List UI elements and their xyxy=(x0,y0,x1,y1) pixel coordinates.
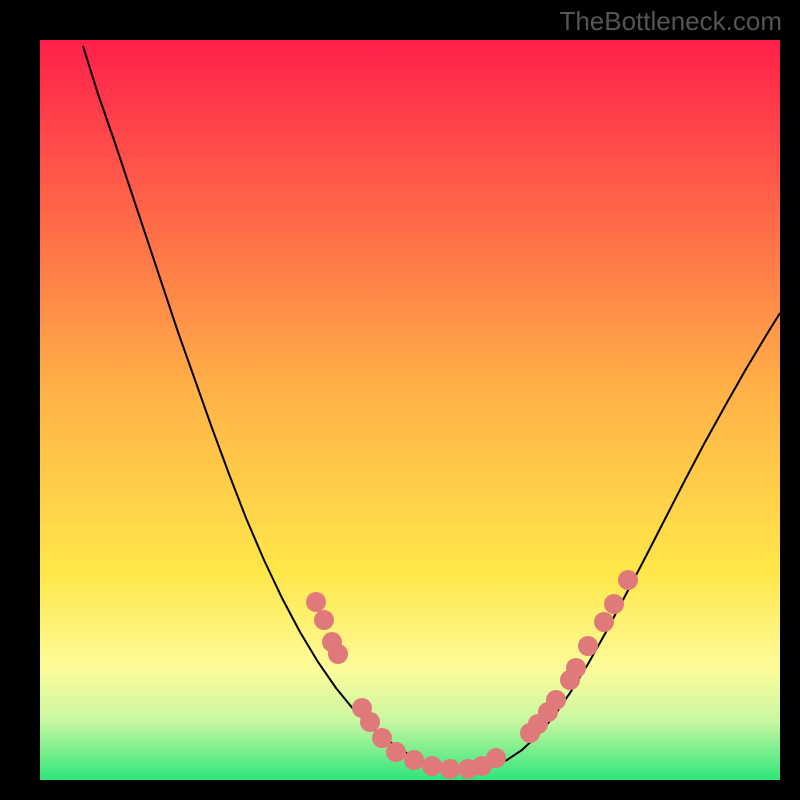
data-marker xyxy=(440,759,460,779)
data-marker xyxy=(566,658,586,678)
data-marker xyxy=(618,570,638,590)
bottleneck-curve xyxy=(83,46,780,770)
data-marker xyxy=(578,636,598,656)
data-marker xyxy=(386,742,406,762)
curve-svg xyxy=(40,40,780,780)
data-marker xyxy=(594,612,614,632)
data-marker xyxy=(486,748,506,768)
data-marker xyxy=(314,610,334,630)
data-marker xyxy=(422,756,442,776)
data-marker xyxy=(404,750,424,770)
data-marker xyxy=(306,592,326,612)
plot-area xyxy=(40,40,780,780)
watermark-text: TheBottleneck.com xyxy=(559,6,782,37)
data-marker xyxy=(604,594,624,614)
data-marker xyxy=(328,644,348,664)
data-marker xyxy=(546,690,566,710)
